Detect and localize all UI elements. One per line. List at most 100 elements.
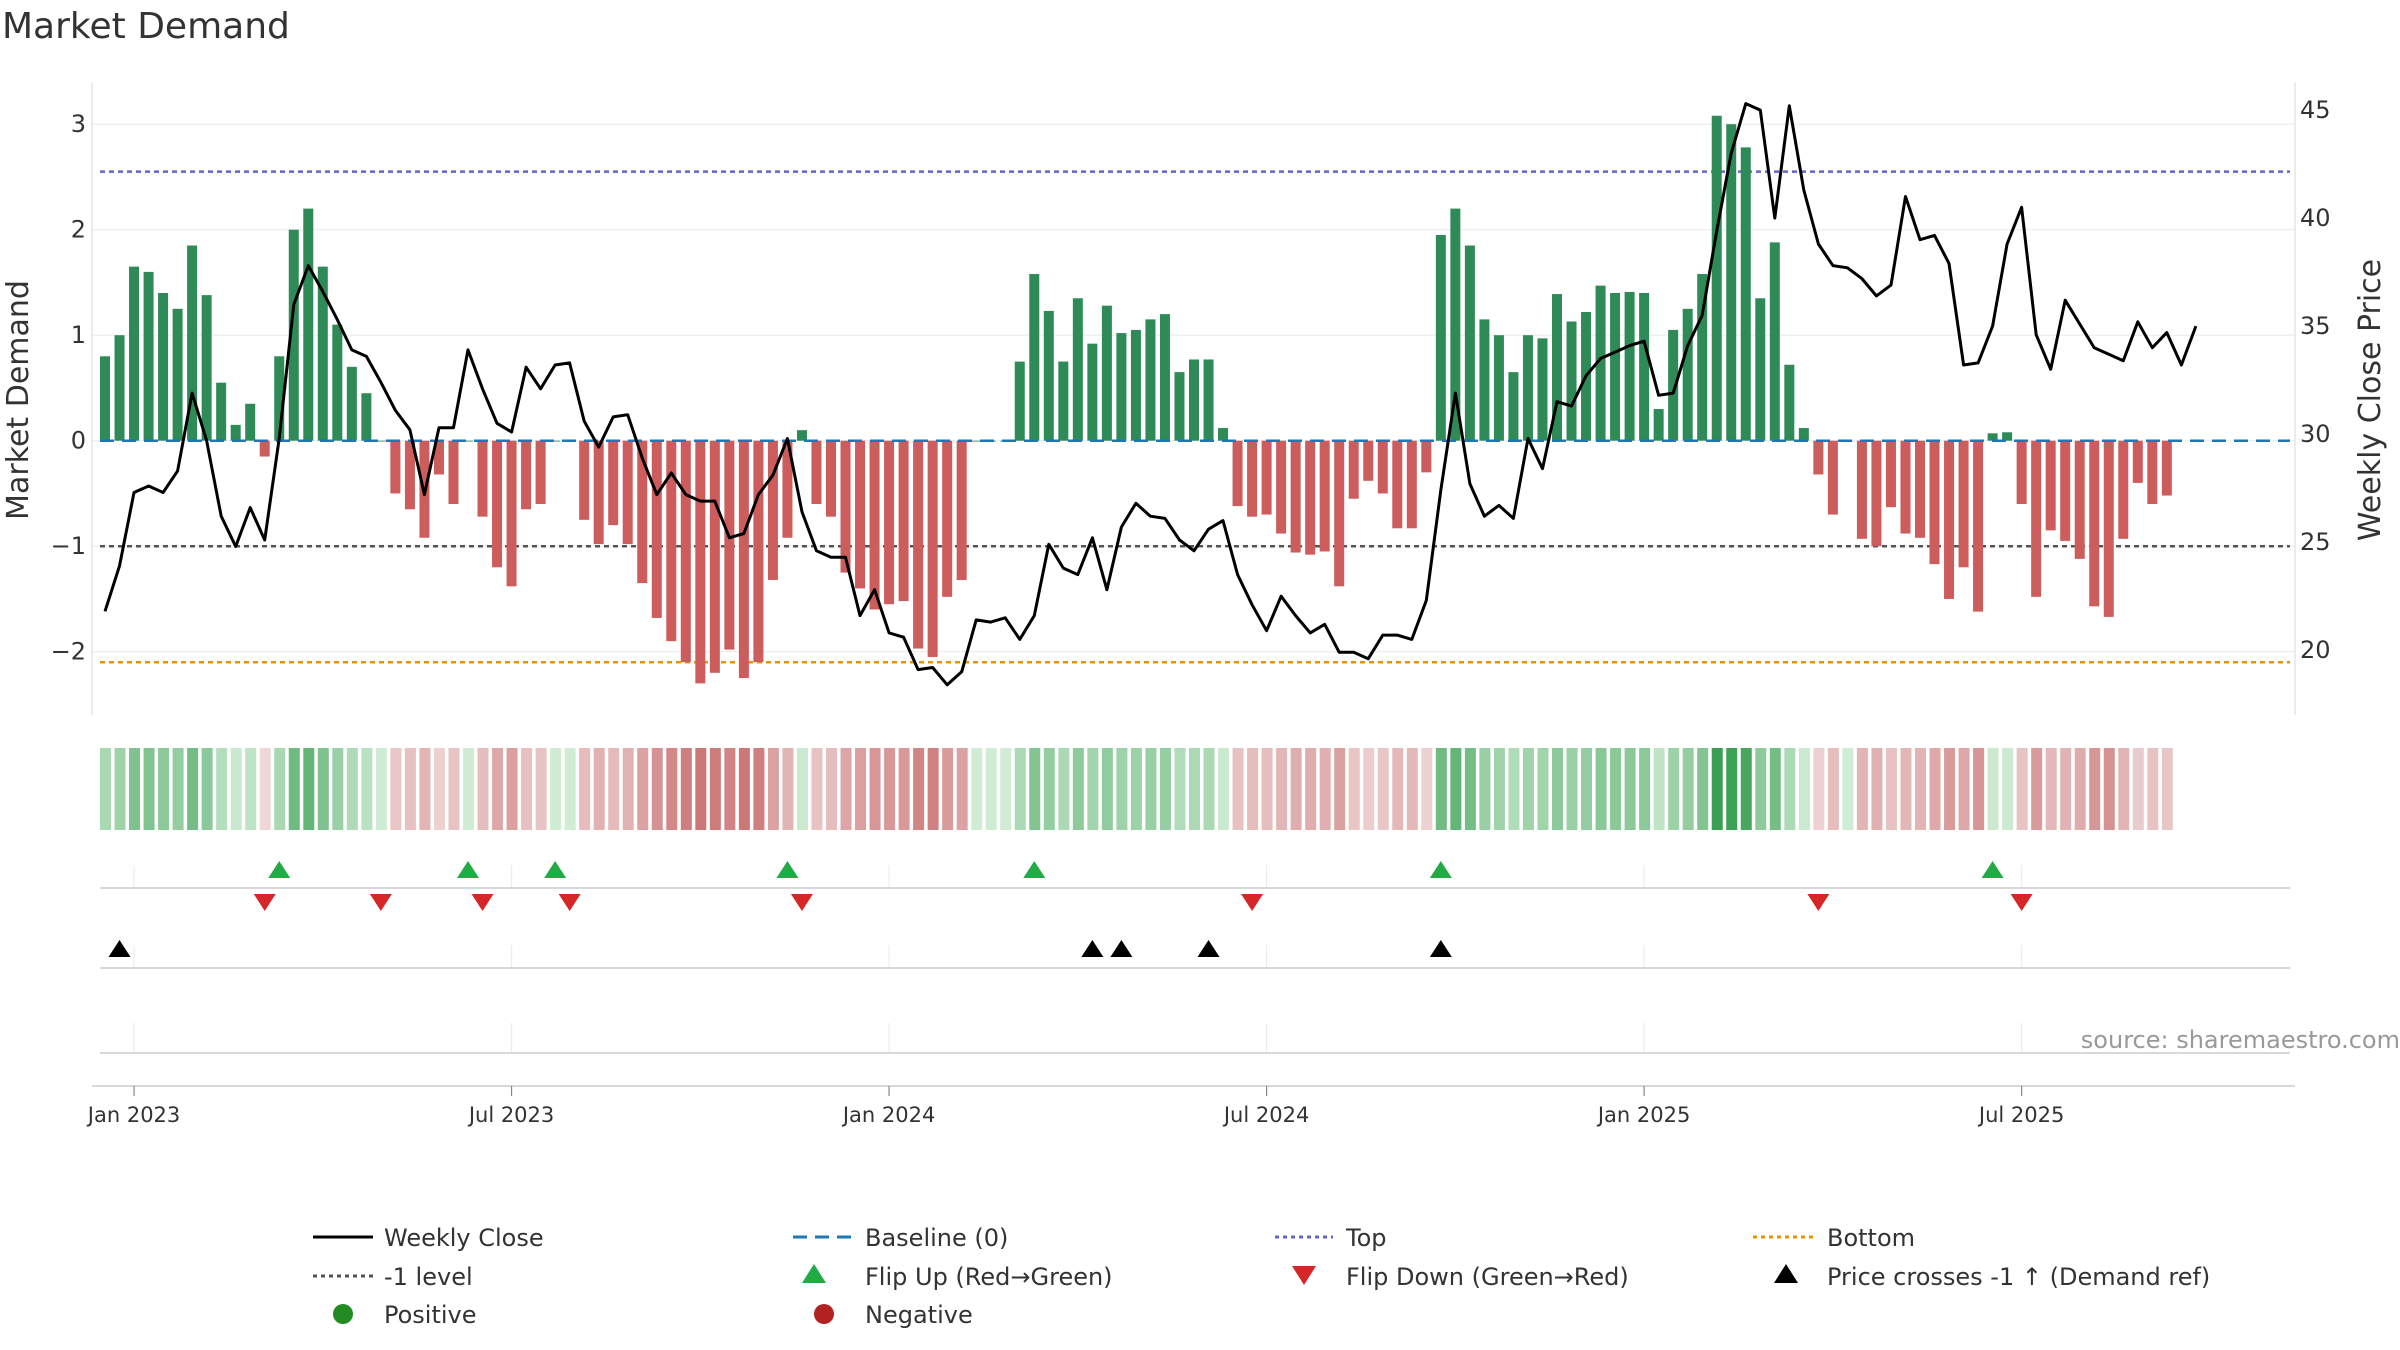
heat-cell [1755,748,1767,830]
heat-cell [216,748,228,830]
demand-bar [767,440,778,580]
demand-bar [855,440,866,589]
demand-bar [637,440,648,584]
x-tick-label: Jul 2024 [1222,1103,1309,1127]
heat-cell [1421,748,1433,830]
demand-bar [738,440,749,679]
demand-bar [1856,440,1867,539]
demand-bar [1900,440,1911,534]
heat-cell [1552,748,1563,830]
heat-cell [1842,748,1854,830]
heat-cell [129,748,141,830]
heat-cell [2147,748,2159,830]
demand-bar [782,440,793,538]
flip-down-marker [558,894,581,911]
demand-bar [1610,293,1621,441]
heat-cell [114,748,126,830]
legend-minus-one-label: -1 level [384,1263,473,1291]
x-tick-label: Jul 2023 [467,1103,554,1127]
demand-bar [840,440,851,573]
heat-cell [1435,748,1447,830]
demand-bar [1189,359,1199,441]
demand-bar [2089,440,2100,607]
demand-bar [1072,298,1083,441]
right-tick-label: 40 [2300,204,2331,232]
flip-down-marker [471,894,494,911]
demand-bar [1973,440,1984,612]
heat-cell [201,748,213,830]
heat-cell [2118,748,2130,830]
demand-bar [695,440,706,684]
demand-bar [2002,432,2013,441]
heat-cell [1348,748,1360,830]
demand-bar [796,430,807,441]
demand-bar [404,440,415,510]
demand-bar [1174,372,1185,441]
heat-cell [796,748,808,830]
heat-cell [564,748,576,830]
heat-cell [2161,748,2173,830]
demand-bar [259,440,270,457]
flip-up-marker [1429,861,1452,878]
flip-up-marker [457,861,479,878]
demand-bar [593,440,604,545]
heat-cell [187,748,199,830]
heat-cell [840,748,852,830]
demand-bar [1450,208,1461,441]
demand-bar [230,424,241,441]
heat-cell [709,748,721,830]
heat-cell [1784,748,1796,830]
demand-bar [463,440,473,442]
heat-cell [1000,748,1012,830]
heat-cell [1261,748,1273,830]
demand-bar [1421,440,1432,473]
demand-bar [1827,440,1838,515]
demand-bar [2161,440,2172,496]
demand-bar [288,229,299,441]
demand-bar [100,356,110,441]
legend-price-cross: Price crosses -1 ↑ (Demand ref) [1774,1263,2210,1291]
heat-cell [230,748,242,830]
heat-cell [666,748,678,830]
demand-bar [1958,440,1969,568]
heat-cell [1668,748,1680,830]
demand-bar [1247,440,1258,517]
demand-bar [1159,314,1170,441]
heat-cell [259,748,271,830]
demand-bar [2031,440,2042,597]
demand-bar [956,440,967,580]
demand-bar [579,440,590,520]
heat-cell [2031,748,2043,830]
demand-bar [724,440,735,650]
right-tick-label: 25 [2300,528,2331,556]
demand-bar [1755,298,1766,441]
demand-bar [1014,361,1025,441]
heat-cell [419,748,431,830]
demand-bar [1508,372,1519,441]
demand-bar [1915,440,1925,538]
demand-bar [375,440,386,442]
demand-bar [492,440,503,568]
heat-cell [1798,748,1810,830]
legend-flip-down-label: Flip Down (Green→Red) [1346,1263,1629,1291]
demand-bar [2016,440,2027,504]
price-cross-marker [1197,940,1220,957]
heat-cell [1944,748,1956,830]
demand-bar [158,293,169,441]
demand-bar [1116,333,1127,441]
heat-cell [651,748,663,830]
heat-cell [1479,748,1491,830]
legend-positive: Positive [333,1301,477,1329]
heat-cell [1363,748,1375,830]
demand-bar [1406,440,1417,529]
demand-bar [1740,147,1751,441]
heat-cell [1871,748,1883,830]
demand-bar [1435,234,1446,441]
demand-bar [2074,440,2085,559]
heat-cell [753,748,765,830]
heat-cell [1290,748,1302,830]
reference-lines [100,170,2290,664]
heat-cell [1958,748,1970,830]
heat-cell [433,748,445,830]
price-cross-marker [108,940,131,957]
